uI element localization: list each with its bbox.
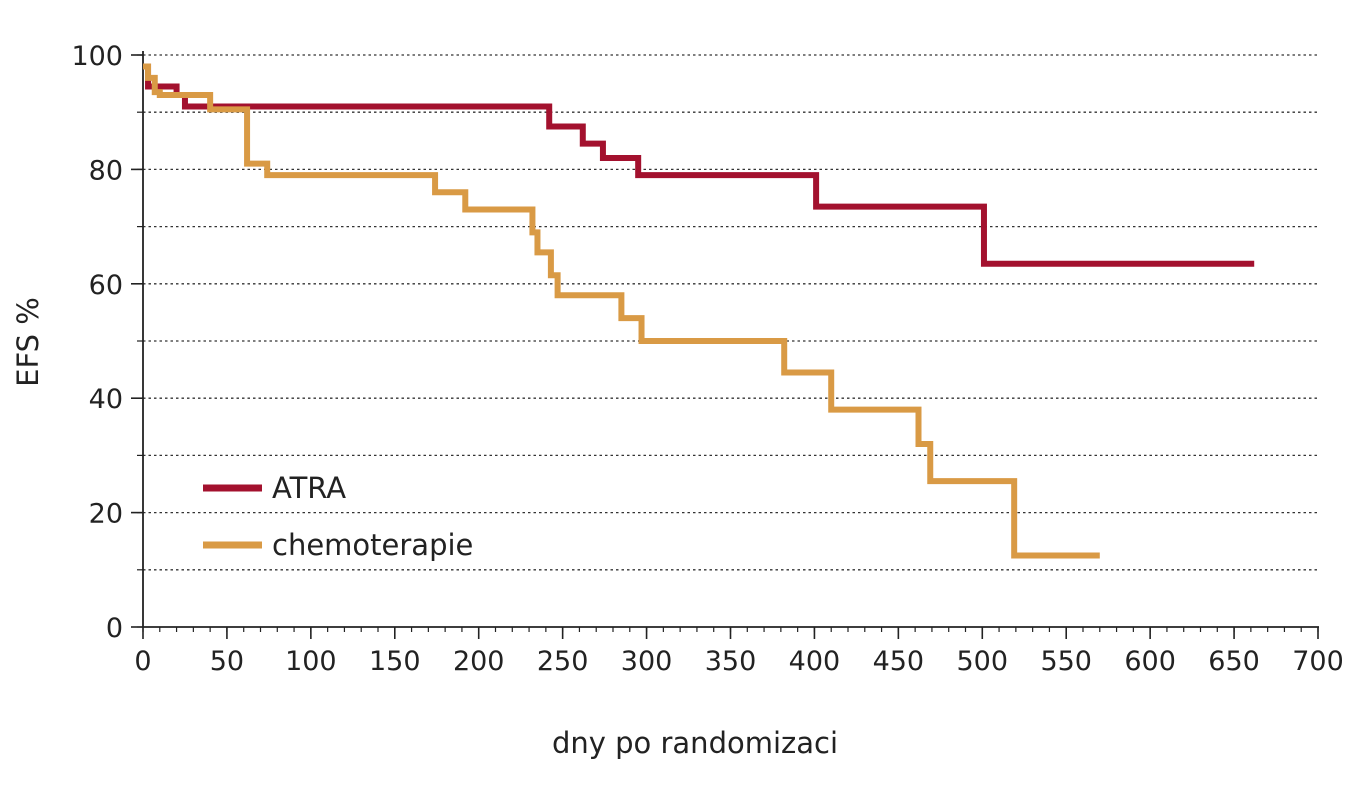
y-tick-label: 0 <box>106 613 123 644</box>
x-tick-label: 700 <box>1292 646 1344 677</box>
legend-label-atra: ATRA <box>272 471 346 505</box>
legend: ATRA chemoterapie <box>203 471 473 562</box>
x-tick-label: 400 <box>789 646 841 677</box>
x-tick-label: 500 <box>957 646 1009 677</box>
y-tick-label: 40 <box>89 384 123 415</box>
y-tick-label: 20 <box>89 499 123 530</box>
axes: 0 50 100 150 200 250 300 350 400 450 500 550 600 650 7… <box>71 41 1343 677</box>
y-tick-label: 60 <box>89 270 123 301</box>
x-tick-label: 550 <box>1040 646 1092 677</box>
x-tick-label: 350 <box>705 646 757 677</box>
series-line-chemoterapie <box>143 63 1100 559</box>
x-tick-label: 650 <box>1208 646 1260 677</box>
x-tick-label: 200 <box>453 646 505 677</box>
x-tick-label: 50 <box>210 646 244 677</box>
grid-lines <box>143 54 1318 571</box>
series-line-atra <box>143 63 1255 267</box>
x-tick-label: 300 <box>621 646 673 677</box>
x-tick-label: 150 <box>369 646 421 677</box>
x-tick-label: 600 <box>1124 646 1176 677</box>
series-lines <box>143 63 1255 559</box>
x-tick-label: 250 <box>537 646 589 677</box>
y-tick-label: 80 <box>89 155 123 186</box>
y-axis-title: EFS % <box>11 297 45 387</box>
x-tick-label: 450 <box>873 646 925 677</box>
x-tick-label: 100 <box>285 646 337 677</box>
y-tick-label: 100 <box>71 41 123 72</box>
x-axis-title: dny po randomizaci <box>552 726 838 760</box>
x-tick-label: 0 <box>134 646 151 677</box>
legend-label-chemoterapie: chemoterapie <box>272 528 473 562</box>
